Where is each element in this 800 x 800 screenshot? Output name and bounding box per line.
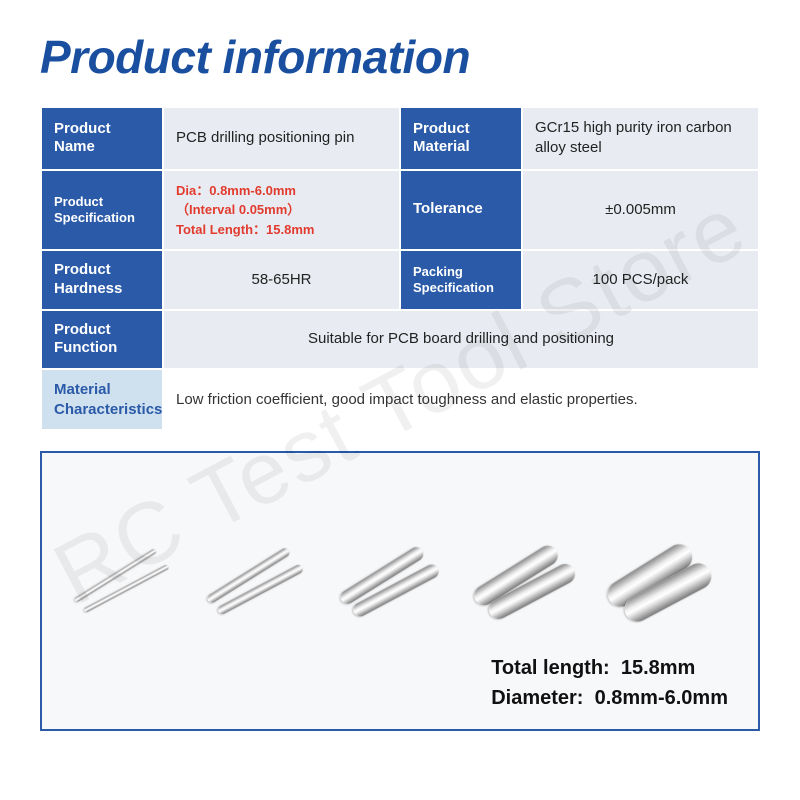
spec-value-material: GCr15 high purity iron carbon alloy stee…: [523, 108, 758, 169]
pin-group: [78, 523, 198, 643]
spec-value-specification: Dia：0.8mm-6.0mm （Interval 0.05mm） Total …: [164, 171, 399, 250]
spec-header-material: Product Material: [401, 108, 521, 169]
diameter-label: Diameter:: [491, 687, 583, 709]
spec-header-packing: Packing Specification: [401, 251, 521, 309]
spec-header-characteristics: Material Characteristics: [42, 370, 162, 429]
dimension-text: Total length: 15.8mm Diameter: 0.8mm-6.0…: [491, 653, 728, 713]
product-image-box: Total length: 15.8mm Diameter: 0.8mm-6.0…: [40, 451, 760, 731]
spec-value-packing: 100 PCS/pack: [523, 251, 758, 309]
table-row: Product Specification Dia：0.8mm-6.0mm （I…: [42, 171, 758, 250]
diameter-value: 0.8mm-6.0mm: [595, 687, 728, 709]
spec-header-name: Product Name: [42, 108, 162, 169]
spec-header-hardness: Product Hardness: [42, 251, 162, 309]
spec-length: Total Length：15.8mm: [176, 220, 387, 240]
pin-group: [340, 523, 460, 643]
table-row: Material Characteristics Low friction co…: [42, 370, 758, 429]
table-row: Product Name PCB drilling positioning pi…: [42, 108, 758, 169]
pin-group: [602, 523, 722, 643]
spec-value-name: PCB drilling positioning pin: [164, 108, 399, 169]
page-title: Product information: [40, 30, 760, 84]
total-length-label: Total length:: [491, 657, 610, 679]
spec-dia: Dia：0.8mm-6.0mm: [176, 181, 387, 201]
pin-group: [209, 523, 329, 643]
spec-value-tolerance: ±0.005mm: [523, 171, 758, 250]
table-row: Product Function Suitable for PCB board …: [42, 311, 758, 369]
pins-row: [62, 473, 738, 643]
spec-value-hardness: 58-65HR: [164, 251, 399, 309]
total-length-value: 15.8mm: [621, 657, 696, 679]
table-row: Product Hardness 58-65HR Packing Specifi…: [42, 251, 758, 309]
spec-header-function: Product Function: [42, 311, 162, 369]
spec-value-characteristics: Low friction coefficient, good impact to…: [164, 370, 758, 429]
spec-header-specification: Product Specification: [42, 171, 162, 250]
pin-group: [471, 523, 591, 643]
spec-table: Product Name PCB drilling positioning pi…: [40, 106, 760, 431]
spec-header-tolerance: Tolerance: [401, 171, 521, 250]
spec-interval: （Interval 0.05mm）: [176, 200, 387, 220]
spec-value-function: Suitable for PCB board drilling and posi…: [164, 311, 758, 369]
